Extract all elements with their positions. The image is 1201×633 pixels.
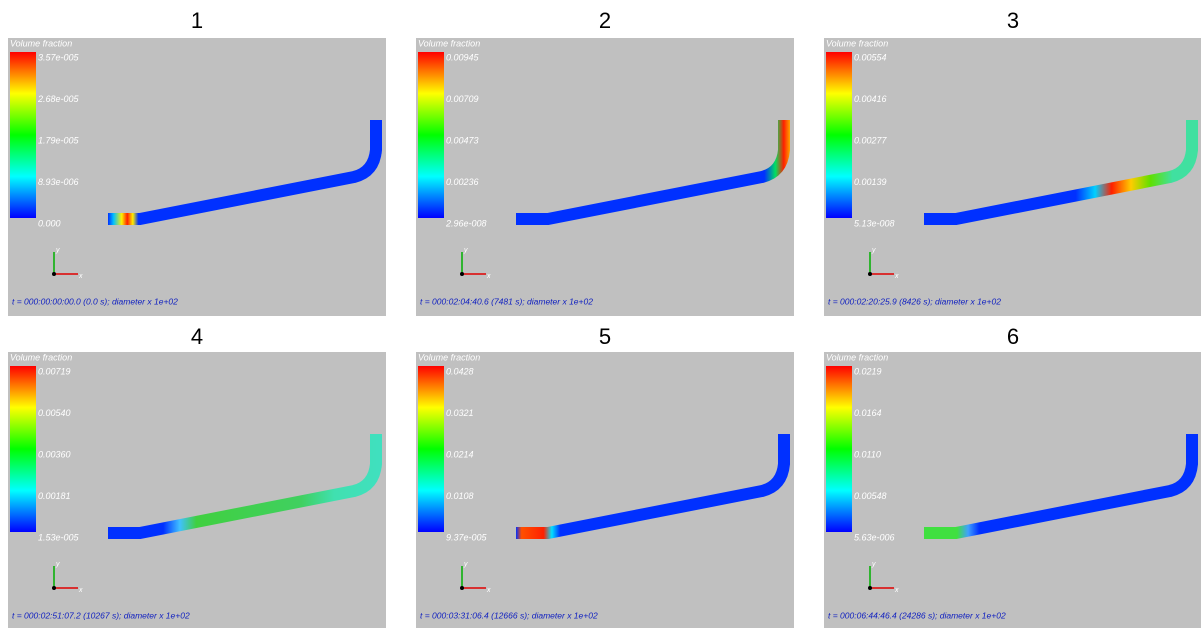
figure: 1 Volume fraction 3.57e-005 2.68e-005 1.79e-… xyxy=(0,0,1201,628)
axis-label-x: x xyxy=(486,273,491,280)
colorbar xyxy=(826,366,852,532)
legend-tick-label: 0.00719 xyxy=(38,366,71,376)
legend-tick-label: 2.96e-008 xyxy=(445,218,487,228)
legend-tick-label: 0.0110 xyxy=(854,449,881,459)
legend-tick-label: 0.00945 xyxy=(446,52,480,62)
legend-tick-label: 0.00540 xyxy=(38,408,71,418)
legend-tick-label: 0.00548 xyxy=(854,491,887,501)
panel: Volume fraction 0.0219 0.0164 0.0110 0.00548… xyxy=(824,352,1201,628)
legend-tick-label: 5.13e-008 xyxy=(854,218,895,228)
axis-label-x: x xyxy=(78,273,83,280)
legend-tick-label: 0.00360 xyxy=(38,449,71,459)
timestamp: t = 000:02:04:40.6 (7481 s); diameter x … xyxy=(420,296,593,306)
legend-title: Volume fraction xyxy=(826,352,888,362)
legend-tick-label: 0.00139 xyxy=(854,177,887,187)
legend-tick-label: 0.00181 xyxy=(38,491,71,501)
axis-label-y: y xyxy=(55,561,60,568)
legend-tick-label: 0.00277 xyxy=(854,135,888,145)
legend-tick-label: 0.00554 xyxy=(854,52,887,62)
legend-tick-label: 0.0321 xyxy=(446,408,474,418)
panel: Volume fraction 0.0428 0.0321 0.0214 0.0108 9… xyxy=(416,352,794,628)
colorbar xyxy=(10,52,36,218)
panel-label: 1 xyxy=(191,8,203,33)
axis-label-y: y xyxy=(871,561,876,568)
legend-tick-label: 0.0214 xyxy=(446,449,474,459)
colorbar xyxy=(418,52,444,218)
legend-tick-label: 3.57e-005 xyxy=(38,52,80,62)
legend-tick-label: 0.00709 xyxy=(446,94,479,104)
timestamp: t = 000:06:44:46.4 (24286 s); diameter x… xyxy=(828,610,1006,620)
panel: Volume fraction 0.00554 0.00416 0.00277 0.00… xyxy=(824,38,1201,316)
panel-label: 6 xyxy=(1007,324,1019,349)
axis-label-y: y xyxy=(55,247,60,254)
panel-label: 4 xyxy=(191,324,203,349)
panel: Volume fraction 0.00945 0.00709 0.00473 0.00… xyxy=(416,38,794,316)
axis-origin xyxy=(868,272,872,276)
legend-tick-label: 0.0219 xyxy=(854,366,882,376)
legend-tick-label: 5.63e-006 xyxy=(854,532,895,542)
legend-tick-label: 0.0108 xyxy=(446,491,474,501)
panel-label: 5 xyxy=(599,324,611,349)
axis-label-y: y xyxy=(463,247,468,254)
legend-tick-label: 0.0164 xyxy=(854,408,882,418)
axis-origin xyxy=(868,586,872,590)
legend-tick-label: 0.000 xyxy=(38,218,61,228)
colorbar xyxy=(826,52,852,218)
legend-tick-label: 1.79e-005 xyxy=(38,135,80,145)
axis-origin xyxy=(52,586,56,590)
legend-tick-label: 0.00416 xyxy=(854,94,887,104)
colorbar xyxy=(10,366,36,532)
legend-tick-label: 0.0428 xyxy=(446,366,474,376)
panel: Volume fraction 0.00719 0.00540 0.00360 0.00… xyxy=(8,352,386,628)
legend-tick-label: 0.00236 xyxy=(446,177,479,187)
legend-title: Volume fraction xyxy=(10,352,72,362)
colorbar xyxy=(418,366,444,532)
legend-title: Volume fraction xyxy=(418,38,480,48)
legend-title: Volume fraction xyxy=(826,38,888,48)
legend-title: Volume fraction xyxy=(418,352,480,362)
axis-label-x: x xyxy=(78,587,83,594)
axis-origin xyxy=(52,272,56,276)
legend-tick-label: 9.37e-005 xyxy=(446,532,488,542)
axis-label-y: y xyxy=(463,561,468,568)
axis-label-x: x xyxy=(894,587,899,594)
timestamp: t = 000:02:51:07.2 (10267 s); diameter x… xyxy=(12,610,190,620)
legend-tick-label: 0.00473 xyxy=(446,135,479,145)
legend-tick-label: 2.68e-005 xyxy=(37,94,80,104)
panel-label: 2 xyxy=(599,8,611,33)
panel: Volume fraction 3.57e-005 2.68e-005 1.79e-0… xyxy=(8,38,386,316)
legend-tick-label: 8.93e-006 xyxy=(38,177,79,187)
panel-label: 3 xyxy=(1007,8,1019,33)
axis-origin xyxy=(460,586,464,590)
timestamp: t = 000:00:00:00.0 (0.0 s); diameter x 1… xyxy=(12,296,178,306)
timestamp: t = 000:03:31:06.4 (12666 s); diameter x… xyxy=(420,610,598,620)
axis-origin xyxy=(460,272,464,276)
axis-label-y: y xyxy=(871,247,876,254)
axis-label-x: x xyxy=(486,587,491,594)
legend-title: Volume fraction xyxy=(10,38,72,48)
legend-tick-label: 1.53e-005 xyxy=(38,532,80,542)
timestamp: t = 000:02:20:25.9 (8426 s); diameter x … xyxy=(828,296,1001,306)
axis-label-x: x xyxy=(894,273,899,280)
